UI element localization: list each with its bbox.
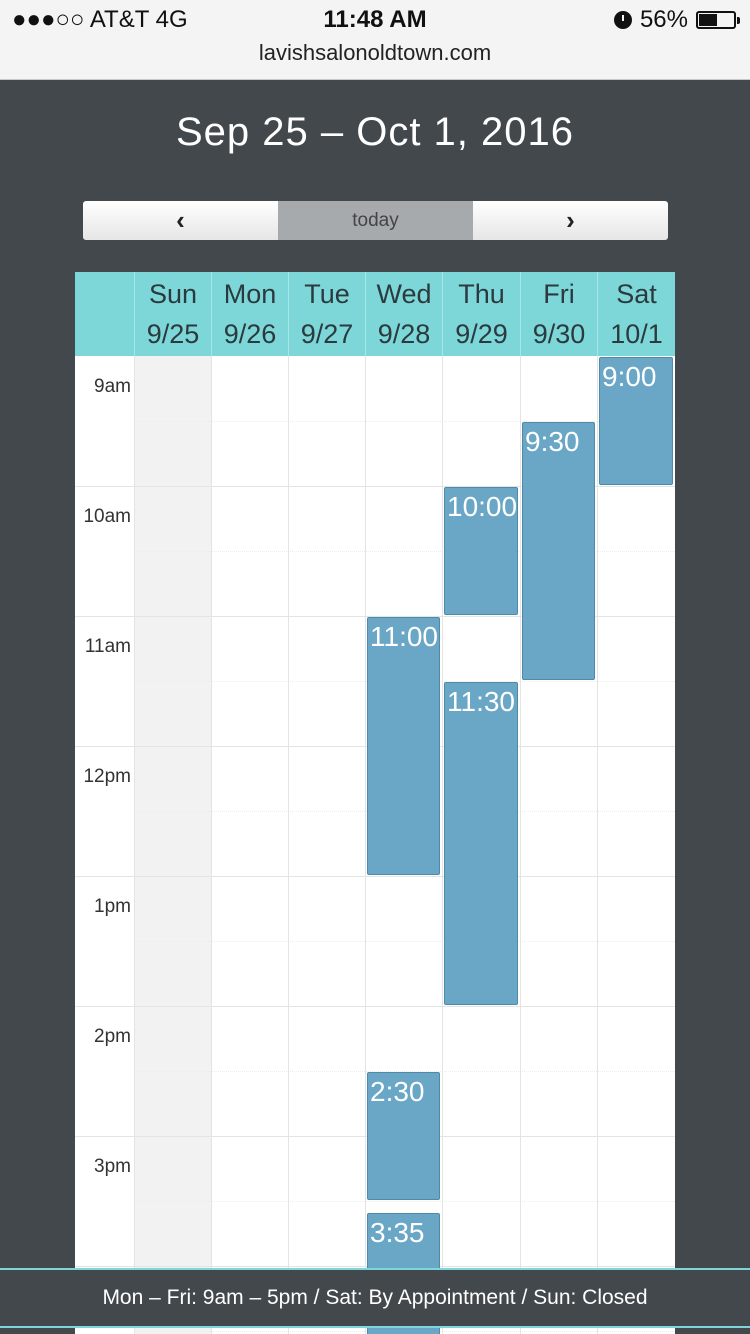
grid-line bbox=[75, 876, 675, 877]
grid-column-line bbox=[211, 356, 212, 1334]
grid-column-line bbox=[597, 356, 598, 1334]
day-name: Mon bbox=[223, 279, 277, 309]
day-date: 9/27 bbox=[300, 319, 354, 349]
appointment-event[interactable]: 10:00 bbox=[444, 487, 518, 615]
day-name: Sun bbox=[148, 279, 198, 309]
grid-column-line bbox=[288, 356, 289, 1334]
sunday-column-shade bbox=[134, 356, 211, 1334]
calendar-header: Sun 9/25 Mon 9/26 Tue 9/27 Wed 9/28 Thu 9/29 Fri 9/… bbox=[75, 272, 675, 356]
day-header-wed: Wed 9/28 bbox=[365, 272, 442, 356]
grid-line bbox=[75, 616, 675, 617]
day-date: 9/29 bbox=[455, 319, 508, 349]
today-button[interactable]: today bbox=[278, 201, 473, 240]
day-name: Fri bbox=[543, 279, 575, 309]
grid-line bbox=[134, 1071, 675, 1072]
battery-percent: 56% bbox=[639, 6, 688, 33]
appointment-event[interactable]: 9:00 bbox=[599, 357, 673, 485]
grid-line bbox=[75, 486, 675, 487]
grid-line bbox=[134, 941, 675, 942]
battery-icon bbox=[696, 11, 740, 29]
time-label: 11am bbox=[84, 636, 131, 657]
time-label: 12pm bbox=[83, 766, 131, 787]
carrier-signal: ●●●○○ AT&T 4G bbox=[12, 6, 188, 33]
time-label: 1pm bbox=[94, 896, 131, 917]
status-bar: ●●●○○ AT&T 4G 11:48 AM 56% lavishsalonol… bbox=[0, 0, 750, 80]
day-date: 9/28 bbox=[377, 319, 431, 349]
calendar-nav: ‹ today › bbox=[83, 201, 668, 240]
day-date: 10/1 bbox=[610, 319, 663, 349]
day-date: 9/30 bbox=[532, 319, 586, 349]
week-calendar: Sun 9/25 Mon 9/26 Tue 9/27 Wed 9/28 Thu 9/29 Fri 9/… bbox=[75, 272, 675, 1334]
appointment-event[interactable]: 11:00 bbox=[367, 617, 440, 875]
alarm-icon bbox=[613, 11, 632, 29]
day-name: Wed bbox=[376, 279, 432, 309]
grid-line bbox=[134, 551, 675, 552]
chevron-right-icon: › bbox=[566, 205, 575, 235]
chevron-left-icon: ‹ bbox=[176, 205, 185, 235]
grid-column-line bbox=[134, 356, 135, 1334]
grid-column-line bbox=[520, 356, 521, 1334]
day-name: Sat bbox=[616, 279, 657, 309]
time-label: 2pm bbox=[94, 1026, 131, 1047]
battery-fill bbox=[699, 14, 718, 26]
calendar-grid[interactable]: 9am 10am 11am 12pm 1pm 2pm 3pm 9:00 9:30 10:00 11:… bbox=[75, 356, 675, 1334]
appointment-event[interactable]: 11:30 bbox=[444, 682, 518, 1005]
clock: 11:48 AM bbox=[323, 6, 427, 33]
time-label: 3pm bbox=[94, 1156, 131, 1177]
day-header-thu: Thu 9/29 bbox=[442, 272, 520, 356]
day-name: Thu bbox=[458, 279, 505, 309]
appointment-event[interactable]: 9:30 bbox=[522, 422, 595, 680]
grid-line bbox=[75, 1006, 675, 1007]
day-header-fri: Fri 9/30 bbox=[520, 272, 597, 356]
time-label: 9am bbox=[94, 376, 131, 397]
day-date: 9/26 bbox=[223, 319, 277, 349]
day-date: 9/25 bbox=[146, 319, 200, 349]
day-name: Tue bbox=[304, 279, 350, 309]
appointment-event[interactable]: 2:30 bbox=[367, 1072, 440, 1200]
prev-week-button[interactable]: ‹ bbox=[83, 201, 278, 240]
time-label: 10am bbox=[83, 506, 131, 527]
day-header-sat: Sat 10/1 bbox=[597, 272, 675, 356]
grid-column-line bbox=[442, 356, 443, 1334]
address-bar[interactable]: lavishsalonoldtown.com bbox=[258, 40, 492, 65]
hours-footer: Mon – Fri: 9am – 5pm / Sat: By Appointme… bbox=[0, 1268, 750, 1328]
page-title: Sep 25 – Oct 1, 2016 bbox=[175, 110, 575, 154]
day-header-sun: Sun 9/25 bbox=[134, 272, 211, 356]
next-week-button[interactable]: › bbox=[473, 201, 668, 240]
grid-line bbox=[134, 421, 675, 422]
status-right: 56% bbox=[613, 6, 740, 34]
day-header-mon: Mon 9/26 bbox=[211, 272, 288, 356]
grid-line bbox=[134, 1201, 675, 1202]
day-header-tue: Tue 9/27 bbox=[288, 272, 365, 356]
grid-column-line bbox=[365, 356, 366, 1334]
